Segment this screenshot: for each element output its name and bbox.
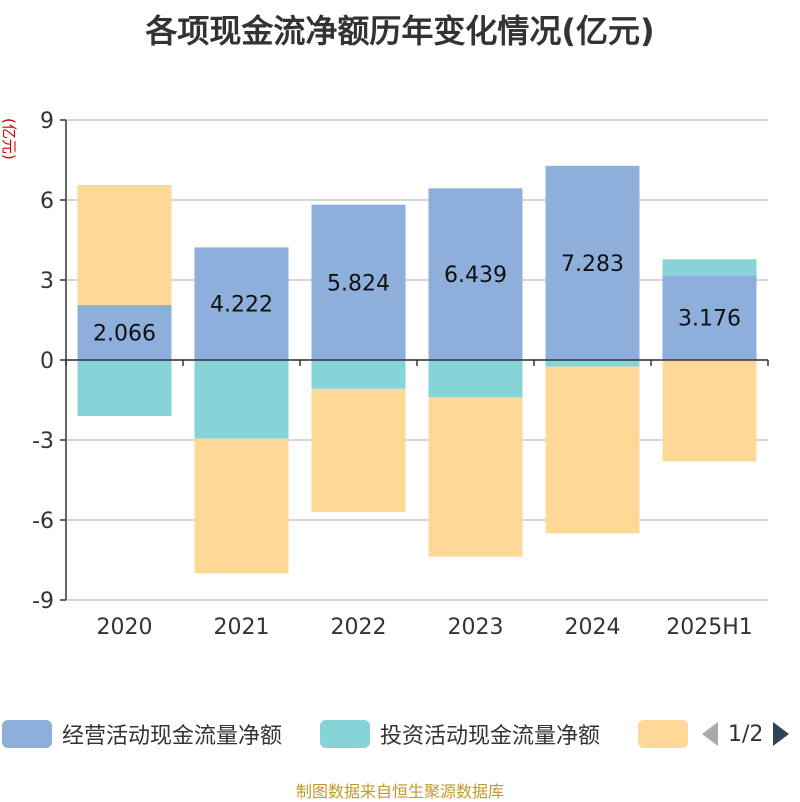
legend-label-investing: 投资活动现金流量净额 — [380, 724, 601, 749]
source-footer: 制图数据来自恒生聚源数据库 — [295, 782, 504, 801]
bar-s2-2025H1[interactable] — [662, 360, 757, 462]
data-label-2025H1: 3.176 — [678, 307, 741, 332]
bar-s1-2022[interactable] — [311, 360, 406, 389]
pager-prev-icon[interactable] — [700, 720, 720, 748]
bar-s0-2022[interactable] — [311, 204, 406, 360]
bar-s1-2025H1[interactable] — [662, 259, 757, 276]
y-tick-label-2: 3 — [40, 269, 54, 294]
bar-s1-2023[interactable] — [428, 360, 523, 398]
x-tick-label-2020: 2020 — [97, 615, 153, 640]
y-axis-label: (亿元) — [0, 118, 18, 160]
legend-label-operating: 经营活动现金流量净额 — [62, 724, 283, 749]
bar-s2-2022[interactable] — [311, 388, 406, 512]
data-labels: 2.066 4.222 5.824 6.439 7.283 3.176 — [93, 252, 741, 347]
legend-item-investing[interactable]: 投资活动现金流量净额 — [320, 716, 600, 752]
bar-s0-2025H1[interactable] — [662, 275, 757, 360]
x-tick-label-2022: 2022 — [331, 615, 387, 640]
pager-page-text: 1/2 — [728, 721, 764, 747]
axes: 9 6 3 0 -3 -6 -9 2020 2021 2022 2023 2024 2025H1 — [32, 109, 769, 640]
bar-s2-2023[interactable] — [428, 397, 523, 557]
y-tick-label-3: 0 — [40, 349, 54, 374]
legend-item-operating[interactable]: 经营活动现金流量净额 — [2, 716, 282, 752]
bar-s0-2021[interactable] — [194, 247, 289, 360]
y-tick-label-1: 6 — [40, 189, 54, 214]
x-tick-label-2023: 2023 — [448, 615, 504, 640]
bar-s0-2023[interactable] — [428, 188, 523, 360]
x-tick-label-2025H1: 2025H1 — [666, 615, 753, 640]
bar-s2-2021[interactable] — [194, 438, 289, 574]
y-tick-label-6: -9 — [32, 589, 54, 614]
y-tick-label-0: 9 — [40, 109, 54, 134]
legend-pager: 1/2 — [700, 716, 791, 752]
chart-title: 各项现金流净额历年变化情况(亿元) — [145, 12, 655, 50]
x-tick-label-2021: 2021 — [214, 615, 270, 640]
bar-s0-2020[interactable] — [77, 304, 172, 360]
pager-next-icon[interactable] — [771, 720, 791, 748]
data-label-2023: 6.439 — [444, 263, 507, 288]
bar-s0-2024[interactable] — [545, 165, 640, 360]
legend: 经营活动现金流量净额 投资活动现金流量净额 — [0, 716, 800, 752]
legend-item-financing[interactable] — [638, 716, 698, 752]
legend-swatch-operating — [2, 720, 52, 748]
bar-s1-2020[interactable] — [77, 360, 172, 416]
bar-s2-2024[interactable] — [545, 366, 640, 534]
data-label-2022: 5.824 — [327, 271, 390, 296]
data-label-2024: 7.283 — [561, 252, 624, 277]
bar-s2-2020[interactable] — [77, 184, 172, 305]
x-tick-label-2024: 2024 — [565, 615, 621, 640]
y-tick-label-4: -3 — [32, 429, 54, 454]
legend-swatch-investing — [320, 720, 370, 748]
data-label-2020: 2.066 — [93, 321, 156, 346]
data-label-2021: 4.222 — [210, 293, 273, 318]
legend-swatch-financing — [638, 720, 688, 748]
bar-s1-2021[interactable] — [194, 360, 289, 439]
bar-s1-2024[interactable] — [545, 360, 640, 367]
y-tick-label-5: -6 — [32, 509, 54, 534]
bars — [77, 165, 757, 574]
